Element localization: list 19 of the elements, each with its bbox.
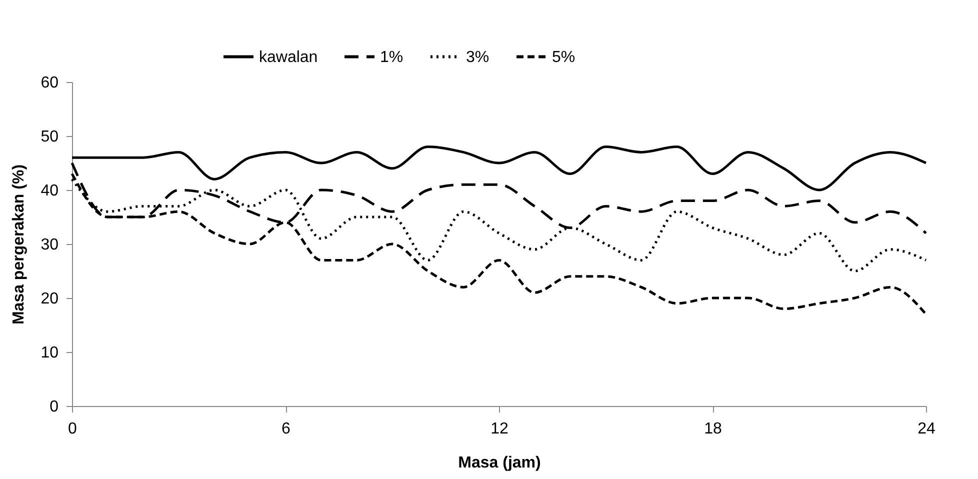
x-tick-label: 12 xyxy=(490,420,508,438)
legend-label: 5% xyxy=(552,48,576,66)
y-tick-label: 30 xyxy=(40,236,59,254)
legend-label: 1% xyxy=(380,48,404,66)
legend-label: 3% xyxy=(466,48,490,66)
y-tick-label: 40 xyxy=(40,182,59,200)
y-tick-label: 60 xyxy=(40,74,59,92)
x-tick-label: 6 xyxy=(282,420,291,438)
x-tick-label: 0 xyxy=(68,420,78,438)
y-axis-title: Masa pergerakan (%) xyxy=(10,164,28,325)
y-tick-label: 50 xyxy=(40,128,59,146)
x-tick-label: 18 xyxy=(704,420,722,438)
legend-label: kawalan xyxy=(259,48,318,66)
x-axis-title: Masa (jam) xyxy=(458,454,541,472)
x-tick-label: 24 xyxy=(918,420,936,438)
line-series xyxy=(70,146,928,192)
y-tick-label: 10 xyxy=(40,344,59,362)
y-tick-label: 20 xyxy=(40,290,59,308)
y-tick-label: 0 xyxy=(50,398,59,416)
